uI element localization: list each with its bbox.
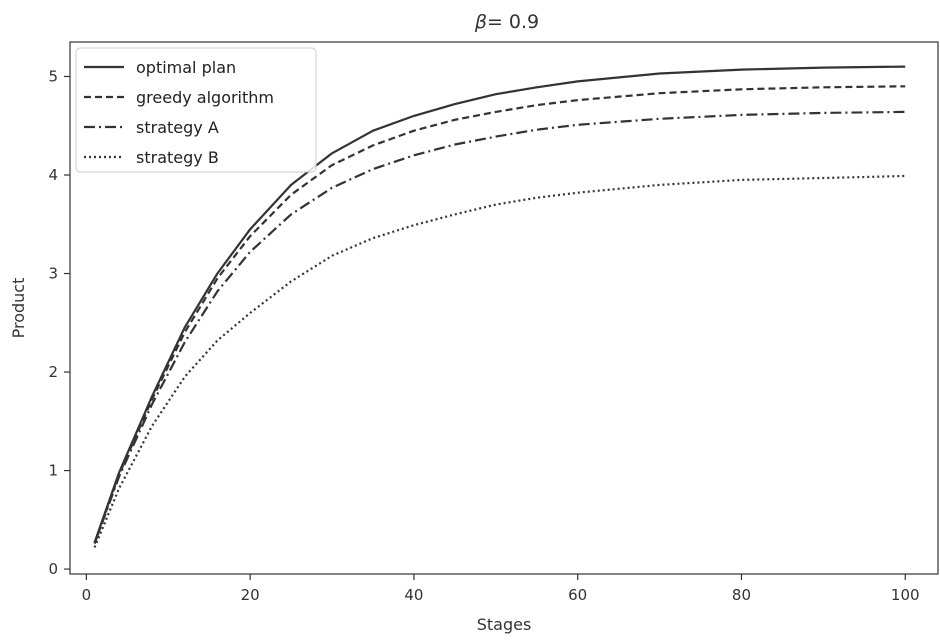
series-line-strategy-b [93,174,906,548]
y-tick-label-1: 1 [48,462,58,480]
x-tick-label-0: 0 [82,586,92,604]
y-tick-label-0: 0 [48,560,58,578]
series-line-optimal-plan [93,65,906,543]
y-tick-label-2: 2 [48,363,58,381]
chart-title: β= 0.9 [474,11,539,33]
series-line-greedy-algorithm [93,85,906,544]
legend-box [75,47,317,173]
y-tick-label-4: 4 [48,166,58,184]
x-tick-label-100: 100 [891,586,920,604]
x-axis-label: Stages [477,615,532,634]
legend: optimal plan greedy algorithm strategy A… [75,47,317,173]
legend-label-strategy-a: strategy A [136,118,219,137]
y-axis-label: Product [9,278,28,339]
legend-label-strategy-b: strategy B [136,148,219,167]
series-line-strategy-a [93,110,906,544]
y-tick-label-5: 5 [48,67,58,85]
legend-label-greedy-algorithm: greedy algorithm [136,88,274,107]
x-tick-label-80: 80 [732,586,751,604]
chart-title-rest: = 0.9 [487,11,539,33]
chart-title-symbol: β [474,11,487,33]
x-axis: 0 20 40 60 80 100 [82,574,920,604]
legend-label-optimal-plan: optimal plan [136,58,236,77]
y-axis: 0 1 2 3 4 5 [48,67,70,578]
plot-frame [69,41,939,575]
y-tick-label-3: 3 [48,265,58,283]
x-tick-label-20: 20 [241,586,260,604]
x-tick-label-60: 60 [568,586,587,604]
series-layer [93,65,906,548]
x-tick-label-40: 40 [404,586,423,604]
